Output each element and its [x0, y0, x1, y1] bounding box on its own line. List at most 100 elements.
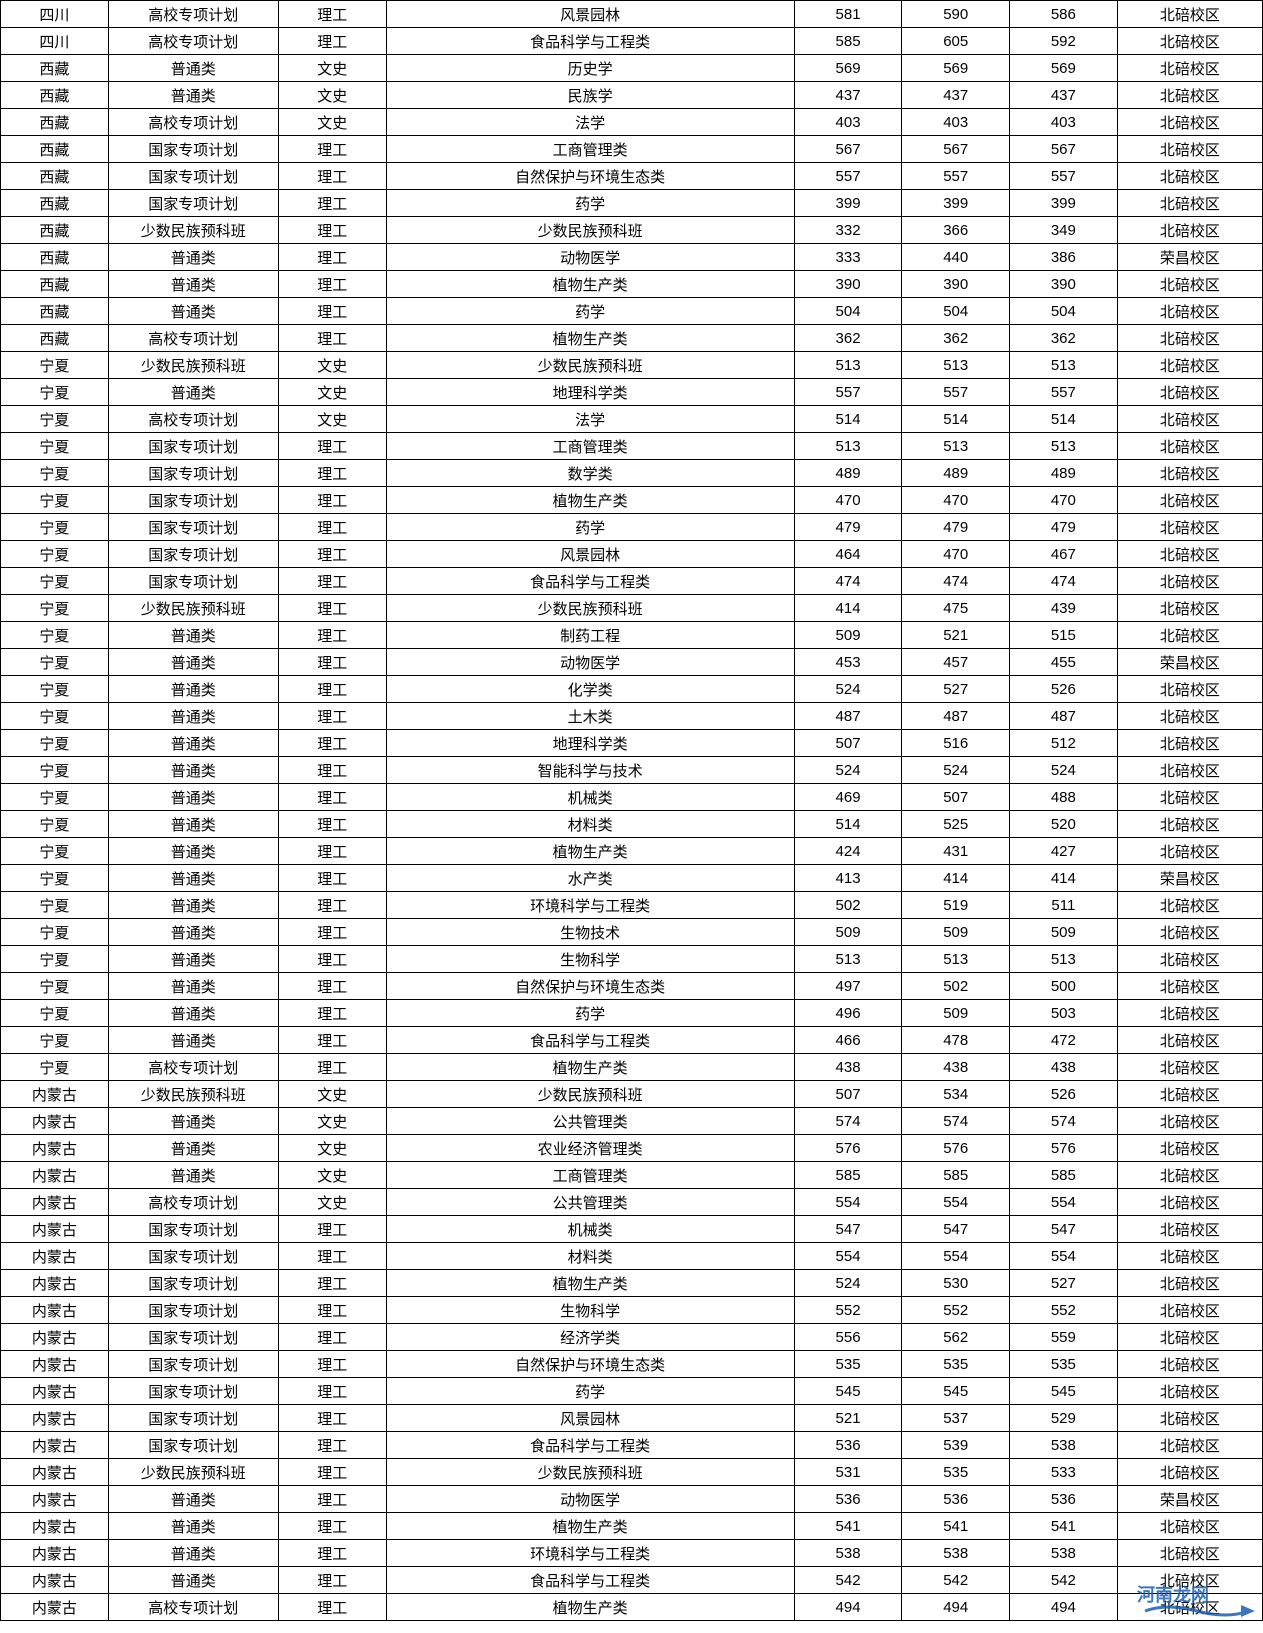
- campus-cell: 北碚校区: [1117, 946, 1262, 973]
- subject-cell: 理工: [278, 1378, 386, 1405]
- province-cell: 内蒙古: [1, 1513, 109, 1540]
- province-cell: 内蒙古: [1, 1459, 109, 1486]
- score3-cell: 479: [1010, 514, 1118, 541]
- score3-cell: 494: [1010, 1594, 1118, 1621]
- province-cell: 宁夏: [1, 649, 109, 676]
- subject-cell: 理工: [278, 541, 386, 568]
- score2-cell: 403: [902, 109, 1010, 136]
- subject-cell: 理工: [278, 1054, 386, 1081]
- category-cell: 高校专项计划: [108, 1054, 278, 1081]
- table-body: 四川高校专项计划理工风景园林581590586北碚校区四川高校专项计划理工食品科…: [1, 1, 1263, 1621]
- category-cell: 高校专项计划: [108, 109, 278, 136]
- table-row: 西藏普通类理工动物医学333440386荣昌校区: [1, 244, 1263, 271]
- campus-cell: 北碚校区: [1117, 352, 1262, 379]
- major-cell: 水产类: [386, 865, 794, 892]
- province-cell: 内蒙古: [1, 1405, 109, 1432]
- major-cell: 少数民族预科班: [386, 352, 794, 379]
- subject-cell: 理工: [278, 1000, 386, 1027]
- subject-cell: 理工: [278, 1, 386, 28]
- category-cell: 普通类: [108, 1108, 278, 1135]
- major-cell: 自然保护与环境生态类: [386, 1351, 794, 1378]
- province-cell: 宁夏: [1, 757, 109, 784]
- table-row: 宁夏普通类理工植物生产类424431427北碚校区: [1, 838, 1263, 865]
- score1-cell: 470: [794, 487, 902, 514]
- category-cell: 少数民族预科班: [108, 352, 278, 379]
- score1-cell: 479: [794, 514, 902, 541]
- province-cell: 宁夏: [1, 460, 109, 487]
- admission-scores-table: 四川高校专项计划理工风景园林581590586北碚校区四川高校专项计划理工食品科…: [0, 0, 1263, 1621]
- campus-cell: 北碚校区: [1117, 1567, 1262, 1594]
- subject-cell: 理工: [278, 1486, 386, 1513]
- category-cell: 国家专项计划: [108, 433, 278, 460]
- table-row: 内蒙古普通类理工动物医学536536536荣昌校区: [1, 1486, 1263, 1513]
- major-cell: 植物生产类: [386, 1270, 794, 1297]
- province-cell: 宁夏: [1, 595, 109, 622]
- score2-cell: 470: [902, 487, 1010, 514]
- score1-cell: 514: [794, 811, 902, 838]
- score3-cell: 576: [1010, 1135, 1118, 1162]
- table-row: 宁夏少数民族预科班文史少数民族预科班513513513北碚校区: [1, 352, 1263, 379]
- major-cell: 风景园林: [386, 1405, 794, 1432]
- category-cell: 少数民族预科班: [108, 217, 278, 244]
- campus-cell: 荣昌校区: [1117, 244, 1262, 271]
- category-cell: 普通类: [108, 1135, 278, 1162]
- subject-cell: 理工: [278, 757, 386, 784]
- province-cell: 内蒙古: [1, 1216, 109, 1243]
- province-cell: 内蒙古: [1, 1351, 109, 1378]
- category-cell: 国家专项计划: [108, 163, 278, 190]
- campus-cell: 北碚校区: [1117, 325, 1262, 352]
- major-cell: 植物生产类: [386, 325, 794, 352]
- category-cell: 少数民族预科班: [108, 595, 278, 622]
- score1-cell: 557: [794, 379, 902, 406]
- major-cell: 生物科学: [386, 1297, 794, 1324]
- province-cell: 宁夏: [1, 703, 109, 730]
- table-row: 宁夏普通类理工材料类514525520北碚校区: [1, 811, 1263, 838]
- score2-cell: 489: [902, 460, 1010, 487]
- table-row: 内蒙古少数民族预科班理工少数民族预科班531535533北碚校区: [1, 1459, 1263, 1486]
- score1-cell: 524: [794, 1270, 902, 1297]
- category-cell: 普通类: [108, 1027, 278, 1054]
- major-cell: 机械类: [386, 1216, 794, 1243]
- category-cell: 普通类: [108, 892, 278, 919]
- table-row: 内蒙古国家专项计划理工机械类547547547北碚校区: [1, 1216, 1263, 1243]
- major-cell: 少数民族预科班: [386, 1459, 794, 1486]
- score2-cell: 509: [902, 919, 1010, 946]
- province-cell: 内蒙古: [1, 1270, 109, 1297]
- subject-cell: 文史: [278, 379, 386, 406]
- major-cell: 法学: [386, 109, 794, 136]
- campus-cell: 北碚校区: [1117, 1297, 1262, 1324]
- category-cell: 普通类: [108, 1162, 278, 1189]
- subject-cell: 理工: [278, 676, 386, 703]
- table-row: 宁夏普通类理工食品科学与工程类466478472北碚校区: [1, 1027, 1263, 1054]
- score3-cell: 512: [1010, 730, 1118, 757]
- score3-cell: 504: [1010, 298, 1118, 325]
- score3-cell: 535: [1010, 1351, 1118, 1378]
- major-cell: 工商管理类: [386, 1162, 794, 1189]
- score3-cell: 513: [1010, 433, 1118, 460]
- major-cell: 植物生产类: [386, 1513, 794, 1540]
- province-cell: 内蒙古: [1, 1594, 109, 1621]
- score1-cell: 536: [794, 1486, 902, 1513]
- campus-cell: 荣昌校区: [1117, 649, 1262, 676]
- score2-cell: 519: [902, 892, 1010, 919]
- major-cell: 生物技术: [386, 919, 794, 946]
- score3-cell: 557: [1010, 163, 1118, 190]
- category-cell: 普通类: [108, 811, 278, 838]
- score1-cell: 552: [794, 1297, 902, 1324]
- table-row: 宁夏少数民族预科班理工少数民族预科班414475439北碚校区: [1, 595, 1263, 622]
- score3-cell: 399: [1010, 190, 1118, 217]
- score3-cell: 513: [1010, 946, 1118, 973]
- score2-cell: 438: [902, 1054, 1010, 1081]
- category-cell: 普通类: [108, 676, 278, 703]
- score1-cell: 464: [794, 541, 902, 568]
- campus-cell: 北碚校区: [1117, 109, 1262, 136]
- campus-cell: 北碚校区: [1117, 1324, 1262, 1351]
- subject-cell: 理工: [278, 1270, 386, 1297]
- category-cell: 普通类: [108, 730, 278, 757]
- major-cell: 植物生产类: [386, 838, 794, 865]
- province-cell: 内蒙古: [1, 1162, 109, 1189]
- subject-cell: 理工: [278, 919, 386, 946]
- score3-cell: 438: [1010, 1054, 1118, 1081]
- major-cell: 药学: [386, 298, 794, 325]
- subject-cell: 文史: [278, 406, 386, 433]
